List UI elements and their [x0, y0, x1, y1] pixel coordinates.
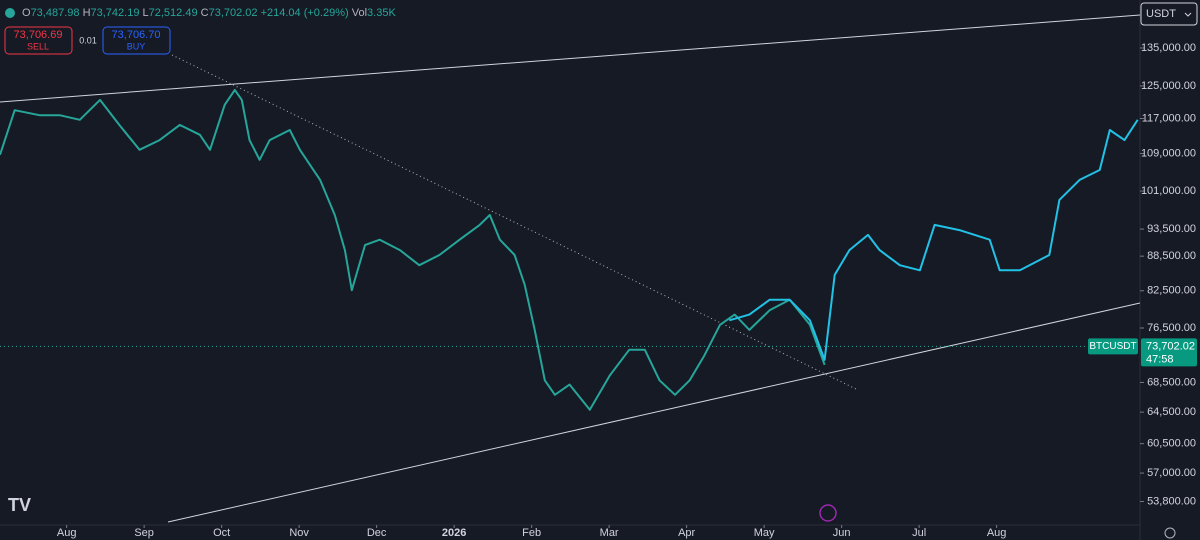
event-icon[interactable]	[819, 504, 837, 522]
vol-value: 3.35K	[367, 7, 396, 19]
sell-price: 73,706.69	[14, 29, 63, 41]
ohlc-letter: H	[83, 7, 91, 19]
price-tag	[1141, 338, 1197, 367]
y-tick-label: 57,000.00	[1147, 467, 1196, 479]
ohlc-value: 72,512.49	[149, 7, 198, 19]
trend-line	[171, 54, 859, 391]
x-tick-label: Feb	[522, 527, 541, 539]
sell-button[interactable]	[4, 26, 73, 55]
price-label: 73,702.02	[1146, 340, 1195, 352]
x-tick-label: May	[754, 527, 775, 539]
x-tick-label: Nov	[289, 527, 309, 539]
x-tick-label: Jun	[833, 527, 851, 539]
y-tick-label: 64,500.00	[1147, 406, 1196, 418]
currency: USDT	[1146, 8, 1176, 20]
x-tick-label: Sep	[134, 527, 154, 539]
symbol-tag	[1088, 338, 1138, 355]
buy-price: 73,706.70	[112, 29, 161, 41]
ohlc-letter: L	[143, 7, 149, 19]
y-tick-label: 60,500.00	[1147, 438, 1196, 450]
dropdown-arrow	[1184, 12, 1192, 17]
currency-dropdown[interactable]	[1140, 2, 1198, 26]
x-tick-label: Mar	[600, 527, 619, 539]
ohlc-value: 73,487.98	[31, 7, 80, 19]
x-tick-label: Jul	[912, 527, 926, 539]
spread: 0.01	[79, 35, 97, 45]
y-tick-label: 53,800.00	[1147, 495, 1196, 507]
y-tick-label: 82,500.00	[1147, 285, 1196, 297]
y-tick-label: 109,000.00	[1141, 147, 1196, 159]
trend-line	[0, 14, 1141, 103]
symbol: BTCUSDT	[1089, 341, 1136, 352]
x-tick-label: Apr	[678, 527, 695, 539]
ohlc-letter: O	[22, 7, 31, 19]
change: +214.04 (+0.29%)	[261, 7, 349, 19]
y-tick-label: 125,000.00	[1141, 80, 1196, 92]
ohlc-letter: C	[201, 7, 209, 19]
y-tick-label: 93,500.00	[1147, 223, 1196, 235]
buy-label: BUY	[127, 41, 146, 51]
trend-line	[167, 302, 1141, 523]
logo: TV	[8, 495, 31, 515]
sell-label: SELL	[27, 41, 49, 51]
y-tick-label: 88,500.00	[1147, 250, 1196, 262]
countdown: 47:58	[1146, 353, 1174, 365]
price-line	[0, 88, 826, 411]
x-tick-label: Oct	[213, 527, 230, 539]
x-tick-label: Aug	[57, 527, 77, 539]
x-tick-label: 2026	[442, 527, 466, 539]
ohlc-value: 73,742.19	[91, 7, 140, 19]
y-tick-label: 135,000.00	[1141, 42, 1196, 54]
y-tick-label: 68,500.00	[1147, 376, 1196, 388]
y-tick-label: 76,500.00	[1147, 322, 1196, 334]
vol-letter: Vol	[352, 7, 367, 19]
settings-icon[interactable]	[1164, 527, 1176, 539]
ohlc-value: 73,702.02	[209, 7, 258, 19]
buy-button[interactable]	[102, 26, 171, 55]
status-dot	[5, 8, 15, 18]
x-tick-label: Aug	[987, 527, 1007, 539]
y-tick-label: 101,000.00	[1141, 185, 1196, 197]
x-tick-label: Dec	[367, 527, 387, 539]
price-line	[729, 119, 1139, 361]
y-tick-label: 117,000.00	[1142, 112, 1196, 124]
ohlc-header: O73,487.98 H73,742.19 L72,512.49 C73,702…	[22, 7, 396, 19]
